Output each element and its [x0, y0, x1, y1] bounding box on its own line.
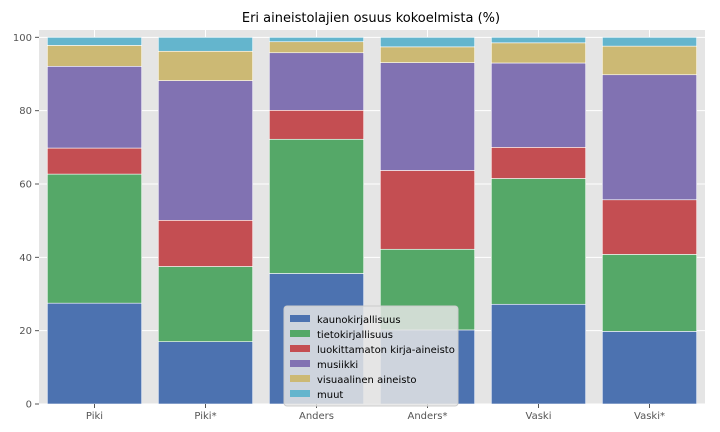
legend-label: luokittamaton kirja-aineisto [317, 345, 455, 356]
bar-segment [269, 37, 364, 43]
x-tick-label: Piki [86, 411, 103, 422]
bar-segment [491, 178, 586, 305]
bar-segment [380, 46, 475, 63]
legend-swatch [290, 315, 310, 322]
x-tick-label: Anders [299, 411, 334, 422]
x-tick-label: Vaski* [634, 411, 665, 422]
bar-segment [158, 50, 253, 81]
bar-segment [491, 62, 586, 148]
chart-title: Eri aineistolajien osuus kokoelmista (%) [242, 11, 500, 26]
legend-label: muut [317, 390, 343, 401]
y-tick-label: 0 [26, 400, 32, 411]
bar-segment [269, 52, 364, 111]
y-tick-label: 100 [13, 33, 32, 44]
legend-swatch [290, 330, 310, 337]
bar-segment [269, 110, 364, 140]
legend-label: musiikki [317, 360, 358, 371]
bar-segment [602, 37, 697, 47]
bar-segment [491, 303, 586, 405]
y-tick-label: 40 [19, 253, 32, 264]
y-tick-label: 60 [19, 180, 32, 191]
legend-label: visuaalinen aineisto [317, 375, 417, 386]
bar-segment [47, 147, 142, 175]
bar-segment [158, 341, 253, 405]
bar-segment [602, 331, 697, 405]
y-tick-label: 20 [19, 326, 32, 337]
plot-area: 0 20 40 60 80 100 Piki Piki* Anders Anders* Vaski V… [13, 30, 705, 422]
legend-swatch [290, 390, 310, 397]
bar-segment [602, 254, 697, 332]
bar-segment [158, 266, 253, 342]
bar-segment [491, 37, 586, 44]
bar-segment [158, 80, 253, 221]
bar-segment [602, 45, 697, 76]
legend-label: tietokirjallisuus [317, 330, 393, 341]
legend-swatch [290, 375, 310, 382]
bar-segment [47, 66, 142, 149]
bar-segment [269, 41, 364, 54]
bar-segment [47, 173, 142, 304]
bar-segment [602, 199, 697, 255]
y-tick-label: 80 [19, 106, 32, 117]
legend-label: kaunokirjallisuus [317, 315, 401, 326]
bar-segment [602, 74, 697, 201]
bar-segment [380, 62, 475, 171]
bar-segment [158, 37, 253, 52]
bar-segment [47, 302, 142, 405]
legend-swatch [290, 360, 310, 367]
x-tick-label: Anders* [408, 411, 448, 422]
bar-segment [47, 45, 142, 67]
x-tick-label: Vaski [526, 411, 552, 422]
bar-segment [491, 147, 586, 179]
bar-segment [47, 37, 142, 46]
legend-box [283, 305, 459, 407]
bar-segment [269, 138, 364, 274]
bar-segment [491, 42, 586, 64]
bar-segment [380, 37, 475, 48]
x-tick-label: Piki* [194, 411, 216, 422]
bar-segment [380, 170, 475, 250]
legend-swatch [290, 345, 310, 352]
bar-segment [158, 220, 253, 267]
